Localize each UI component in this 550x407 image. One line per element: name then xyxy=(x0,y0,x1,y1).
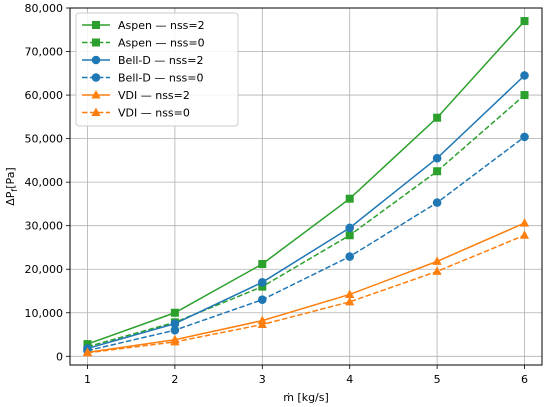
data-point xyxy=(432,198,442,207)
x-tick-label: 2 xyxy=(171,373,178,386)
data-point xyxy=(520,71,529,80)
series-line xyxy=(87,20,526,345)
data-point xyxy=(345,231,354,240)
data-point xyxy=(519,230,530,239)
data-point xyxy=(170,308,179,317)
series-line xyxy=(87,136,525,352)
data-point xyxy=(519,218,530,227)
y-axis-label-unit: [Pa] xyxy=(4,167,17,188)
data-point xyxy=(345,296,355,306)
x-tick-label: 4 xyxy=(346,373,353,386)
x-tick-label: 5 xyxy=(434,373,441,386)
y-axis-label-main: ΔP xyxy=(4,191,17,206)
y-tick-label: 80,000 xyxy=(25,2,64,15)
legend-label: VDI — nss=0 xyxy=(118,107,190,120)
legend-label: Aspen — nss=0 xyxy=(118,37,205,50)
data-point xyxy=(432,153,442,163)
legend: Aspen — nss=2 Aspen — nss=0 Bell-D — nss=2… xyxy=(75,12,239,127)
data-point xyxy=(433,113,442,122)
data-point xyxy=(258,259,267,268)
data-point xyxy=(345,252,355,261)
data-point xyxy=(520,17,529,26)
y-axis-label-sub: f xyxy=(10,189,19,192)
x-tick-label: 6 xyxy=(521,373,528,386)
series-line xyxy=(87,74,526,350)
legend-marker xyxy=(91,107,101,116)
legend-entry: VDI — nss=0 xyxy=(82,107,190,120)
legend-label: Bell-D — nss=2 xyxy=(118,54,204,67)
data-point xyxy=(433,167,442,176)
y-tick-label: 70,000 xyxy=(25,46,64,59)
data-point xyxy=(345,289,355,298)
legend-entry: Bell-D — nss=0 xyxy=(82,72,204,85)
data-point xyxy=(257,277,267,287)
x-axis-label: ṁ [kg/s] xyxy=(283,391,329,404)
legend-label: VDI — nss=2 xyxy=(118,89,190,102)
data-point xyxy=(520,132,529,142)
axis-ticks: 1 2 3 4 5 6 0 10,000 20,000 30,000 40,000 50,000 60,… xyxy=(25,2,529,386)
legend-entry: Aspen — nss=0 xyxy=(82,37,205,50)
data-point xyxy=(432,266,442,275)
data-point xyxy=(170,336,180,346)
y-tick-label: 30,000 xyxy=(25,220,64,233)
legend-marker xyxy=(92,38,100,47)
series-line xyxy=(87,234,525,354)
data-point xyxy=(170,319,180,328)
data-point xyxy=(257,295,267,304)
legend-marker xyxy=(91,90,101,99)
data-point xyxy=(257,319,267,329)
series-4 xyxy=(82,218,530,356)
y-tick-label: 10,000 xyxy=(25,307,64,320)
y-tick-label: 50,000 xyxy=(25,133,64,146)
data-point xyxy=(432,256,442,265)
y-tick-label: 40,000 xyxy=(25,176,64,189)
legend-label: Aspen — nss=2 xyxy=(118,19,205,32)
legend-entry: VDI — nss=2 xyxy=(82,89,190,102)
legend-marker xyxy=(92,21,100,29)
series-line xyxy=(87,94,526,348)
x-tick-label: 1 xyxy=(84,373,91,386)
data-point xyxy=(520,91,529,100)
series-line xyxy=(87,222,525,354)
series-layer xyxy=(82,17,530,357)
y-axis-label: ΔPf[Pa] xyxy=(4,167,19,205)
legend-label: Bell-D — nss=0 xyxy=(118,72,204,85)
grid xyxy=(70,7,542,365)
data-point xyxy=(345,223,355,233)
legend-entry: Bell-D — nss=2 xyxy=(82,54,204,67)
legend-entry: Aspen — nss=2 xyxy=(82,19,205,32)
plot-frame xyxy=(69,7,543,366)
data-point xyxy=(82,347,93,357)
data-point xyxy=(258,282,267,291)
data-point xyxy=(170,325,180,335)
y-tick-label: 0 xyxy=(56,350,63,363)
y-tick-label: 60,000 xyxy=(25,89,64,102)
legend-box xyxy=(75,12,239,127)
x-tick-label: 3 xyxy=(259,373,266,386)
series-1 xyxy=(83,91,529,351)
legend-marker xyxy=(91,55,101,65)
series-5 xyxy=(82,230,530,357)
data-point xyxy=(345,194,354,203)
legend-marker xyxy=(91,73,101,82)
y-tick-label: 20,000 xyxy=(25,263,64,276)
